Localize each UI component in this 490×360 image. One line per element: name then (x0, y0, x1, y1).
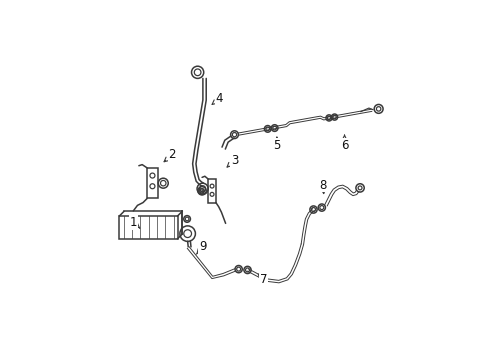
Text: 9: 9 (196, 240, 206, 254)
Text: 2: 2 (164, 148, 176, 162)
Text: 5: 5 (273, 137, 281, 152)
Text: 1: 1 (129, 216, 140, 229)
Text: 4: 4 (212, 92, 223, 105)
Text: 8: 8 (319, 179, 327, 194)
Bar (120, 216, 178, 239)
Text: 7: 7 (258, 273, 268, 286)
Text: 6: 6 (341, 135, 348, 152)
Bar (208, 179, 216, 203)
Text: 3: 3 (227, 154, 238, 167)
Bar (147, 168, 158, 198)
